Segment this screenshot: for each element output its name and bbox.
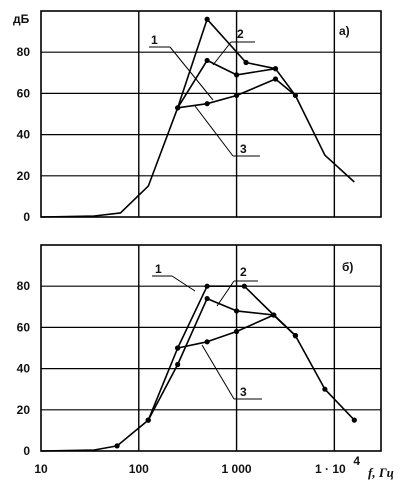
- panel-b-label: б): [342, 260, 353, 274]
- panel-a-chart: 0 20 40 60 80 дБ а) 1 2 3: [13, 10, 382, 224]
- panel-a-series-3-point: [175, 105, 181, 111]
- panel-a-grid: [41, 11, 381, 217]
- panel-a-series-3-point: [233, 92, 240, 99]
- panel-b-series-2-point: [175, 361, 181, 368]
- panel-b-series-1-point: [241, 283, 247, 289]
- panel-a-y-ticks: 0 20 40 60 80: [17, 45, 31, 224]
- panel-b-series-2-point: [145, 417, 151, 423]
- panel-b-y-ticks: 0 20 40 60 80: [17, 279, 31, 458]
- panel-a-y-tick-label: 0: [23, 210, 30, 224]
- panel-b-curve-labels: 1 2 3: [152, 262, 262, 400]
- panel-a-curve-labels: 1 2 3: [149, 27, 260, 157]
- panel-b-series-3-point: [292, 333, 299, 339]
- panel-b-series-3-point: [175, 345, 181, 351]
- panel-a-series-3-point: [204, 101, 210, 107]
- panel-b-series-1-point: [204, 283, 210, 289]
- panel-b-x-tick-label: 1 · 10: [315, 462, 346, 476]
- panel-a-curve-label-2: 2: [237, 27, 244, 41]
- panel-a-markers: [175, 16, 299, 111]
- panel-a-series-2-point: [272, 66, 279, 72]
- panel-a-series-1-point: [204, 16, 210, 22]
- panel-a-y-tick-label: 80: [17, 45, 31, 59]
- panel-a-frame: [40, 10, 382, 218]
- panel-b-series-1-point: [114, 443, 120, 449]
- panel-b-curve-label-1: 1: [155, 262, 162, 276]
- panel-b-curve-label-2: 2: [240, 265, 247, 279]
- panel-b-y-tick-label: 40: [17, 362, 31, 376]
- panel-a-series-1-point: [243, 59, 249, 66]
- panel-a-curve-label-3: 3: [240, 142, 247, 156]
- panel-b-y-tick-label: 20: [17, 403, 31, 417]
- panel-b-series-1-point: [322, 386, 328, 392]
- panel-b-series-2-point: [204, 295, 210, 302]
- panel-b-series-1-point: [351, 417, 357, 423]
- panel-a-series: [40, 18, 355, 218]
- panel-b-grid: [41, 245, 381, 451]
- panel-b-y-tick-label: 80: [17, 279, 31, 293]
- panel-b-x-axis-label: f, Гц: [368, 465, 394, 480]
- panel-b-series-3-point: [271, 312, 277, 318]
- panel-a-series-2-point: [204, 57, 210, 64]
- panel-b-x-tick-label: 10: [34, 462, 48, 476]
- panel-a-y-tick-label: 20: [17, 169, 31, 183]
- panel-b-x-tick-label: 100: [129, 462, 149, 476]
- panel-a-series-2-point: [233, 72, 240, 78]
- panel-b-series-3-point: [233, 328, 240, 335]
- panel-a-label: а): [339, 24, 350, 38]
- panel-b-frame: [40, 244, 382, 452]
- panel-b-markers: [114, 283, 357, 449]
- panel-a-curve-label-1: 1: [151, 33, 158, 47]
- panel-b-y-tick-label: 60: [17, 320, 31, 334]
- panel-a-series-3-point: [292, 92, 299, 99]
- panel-b-series-2-point: [233, 308, 240, 314]
- panel-b-curve-label-3: 3: [240, 385, 247, 399]
- panel-b-series-3-point: [204, 339, 210, 345]
- panel-b-chart: 0 20 40 60 80 б) 1 2 3 10 100 1 000 1 · 10 4 f, …: [17, 244, 394, 480]
- panel-a-series-1-line: [40, 18, 355, 218]
- panel-b-x-tick-exponent: 4: [353, 454, 360, 468]
- panel-a-series-3-point: [272, 76, 279, 82]
- panel-a-y-tick-label: 60: [17, 86, 31, 100]
- panel-a-y-axis-label: дБ: [13, 12, 30, 26]
- panel-a-series-2-line: [177, 59, 276, 109]
- panel-b-x-ticks: 10 100 1 000 1 · 10 4: [34, 454, 360, 476]
- panel-b-y-tick-label: 0: [23, 444, 30, 458]
- panel-b-x-tick-label: 1 000: [222, 462, 252, 476]
- panel-a-y-tick-label: 40: [17, 128, 31, 142]
